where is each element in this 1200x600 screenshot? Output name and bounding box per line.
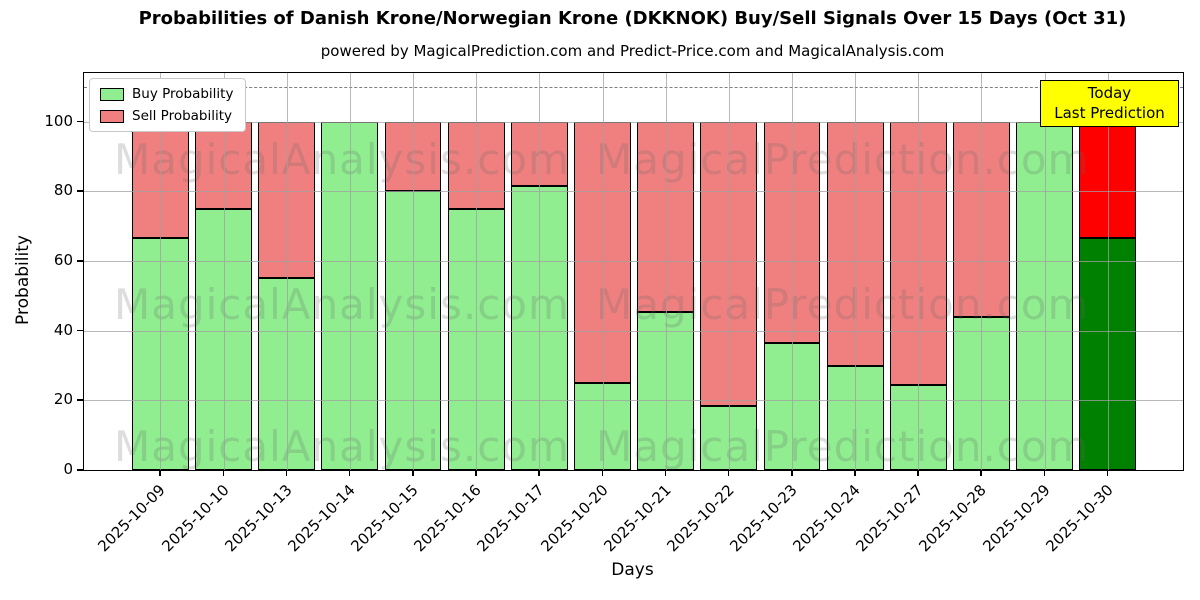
- bar-segment-buy: [321, 121, 379, 470]
- x-tick-mark: [601, 471, 604, 476]
- bar-segment-buy: [826, 365, 884, 470]
- legend-entry-sell: Sell Probability: [100, 108, 233, 124]
- x-gridline: [413, 73, 415, 470]
- y-tick-mark: [77, 469, 83, 471]
- x-gridline: [728, 73, 730, 470]
- legend-sell-label: Sell Probability: [132, 108, 233, 124]
- bar-segment-sell: [574, 121, 631, 383]
- y-tick-mark: [77, 260, 83, 262]
- x-tick-mark: [791, 471, 793, 476]
- watermark-text: MagicalAnalysis.com: [114, 422, 570, 471]
- bar-segment-buy: [889, 384, 947, 470]
- x-tick-mark: [854, 471, 856, 476]
- x-gridline: [286, 73, 288, 470]
- x-tick-mark: [1043, 471, 1046, 476]
- x-tick-mark: [980, 471, 982, 476]
- watermark-text: MagicalAnalysis.com: [114, 280, 570, 329]
- chart-subtitle: powered by MagicalPrediction.com and Pre…: [320, 42, 945, 60]
- y-tick-label: 60: [53, 251, 73, 270]
- y-tick-mark: [77, 329, 83, 332]
- sell-color-swatch: [100, 109, 124, 123]
- watermark-text: MagicalPrediction.com: [596, 280, 1090, 329]
- bar-segment-sell-today: [1079, 121, 1137, 239]
- bar-segment-sell: [510, 121, 568, 187]
- bar-segment-buy-today: [1079, 238, 1137, 470]
- x-gridline: [1044, 73, 1046, 470]
- bar-segment-sell: [826, 121, 884, 366]
- x-tick-mark: [159, 471, 161, 476]
- x-tick-mark: [664, 471, 667, 476]
- buy-color-swatch: [100, 87, 124, 101]
- y-tick-label: 20: [53, 390, 73, 409]
- x-tick-mark: [727, 471, 730, 476]
- x-gridline: [539, 73, 541, 470]
- bar-segment-sell: [258, 121, 316, 279]
- x-gridline: [349, 73, 351, 470]
- chart-legend: Buy Probability Sell Probability: [89, 78, 247, 132]
- x-tick-mark: [475, 471, 477, 476]
- bar-segment-sell: [889, 121, 947, 385]
- bar-segment-buy: [510, 186, 568, 470]
- x-tick-mark: [285, 471, 288, 476]
- today-annotation-line2: Last Prediction: [1054, 104, 1165, 122]
- bar-segment-buy: [574, 382, 631, 470]
- x-gridline: [792, 73, 793, 470]
- x-tick-mark: [538, 471, 540, 476]
- y-tick-label: 40: [53, 320, 73, 339]
- bar-segment-buy: [637, 311, 695, 470]
- today-annotation: Today Last Prediction: [1040, 80, 1179, 127]
- watermark-text: MagicalPrediction.com: [596, 135, 1090, 184]
- bar-segment-sell: [763, 121, 821, 343]
- x-tick-mark: [1106, 471, 1109, 476]
- watermark-text: MagicalPrediction.com: [596, 422, 1090, 471]
- chart-title: Probabilities of Danish Krone/Norwegian …: [138, 8, 1127, 29]
- x-axis-label: Days: [611, 560, 654, 580]
- y-tick-label: 80: [53, 181, 73, 200]
- legend-buy-label: Buy Probability: [132, 86, 234, 102]
- x-gridline: [223, 73, 225, 470]
- x-gridline: [476, 73, 478, 470]
- dashed-threshold-line: [84, 86, 1183, 88]
- y-gridline: [84, 261, 1183, 263]
- y-tick-mark: [77, 190, 83, 192]
- watermark-text: MagicalAnalysis.com: [114, 135, 570, 184]
- y-gridline: [84, 121, 1183, 123]
- x-gridline: [1107, 73, 1109, 470]
- y-tick-mark: [77, 399, 83, 401]
- y-gridline: [84, 330, 1183, 332]
- x-gridline: [602, 73, 604, 470]
- x-tick-mark: [348, 471, 351, 476]
- bar-segment-buy: [763, 342, 821, 470]
- x-gridline: [160, 73, 162, 470]
- x-tick-mark: [917, 471, 919, 476]
- x-tick-mark: [222, 471, 225, 476]
- x-gridline: [665, 73, 667, 470]
- x-gridline: [918, 73, 920, 470]
- x-gridline: [855, 73, 857, 470]
- x-tick-mark: [412, 471, 414, 476]
- bar-segment-buy: [258, 278, 316, 470]
- y-tick-label: 100: [44, 111, 73, 130]
- y-tick-label: 0: [63, 460, 73, 478]
- y-gridline: [84, 191, 1183, 193]
- bar-segment-sell: [637, 121, 695, 312]
- today-annotation-line1: Today: [1087, 84, 1132, 102]
- legend-entry-buy: Buy Probability: [100, 86, 233, 102]
- y-gridline: [84, 400, 1183, 402]
- x-gridline: [981, 73, 983, 470]
- y-tick-mark: [77, 120, 83, 123]
- plot-area: Buy Probability Sell Probability Today L…: [83, 72, 1184, 471]
